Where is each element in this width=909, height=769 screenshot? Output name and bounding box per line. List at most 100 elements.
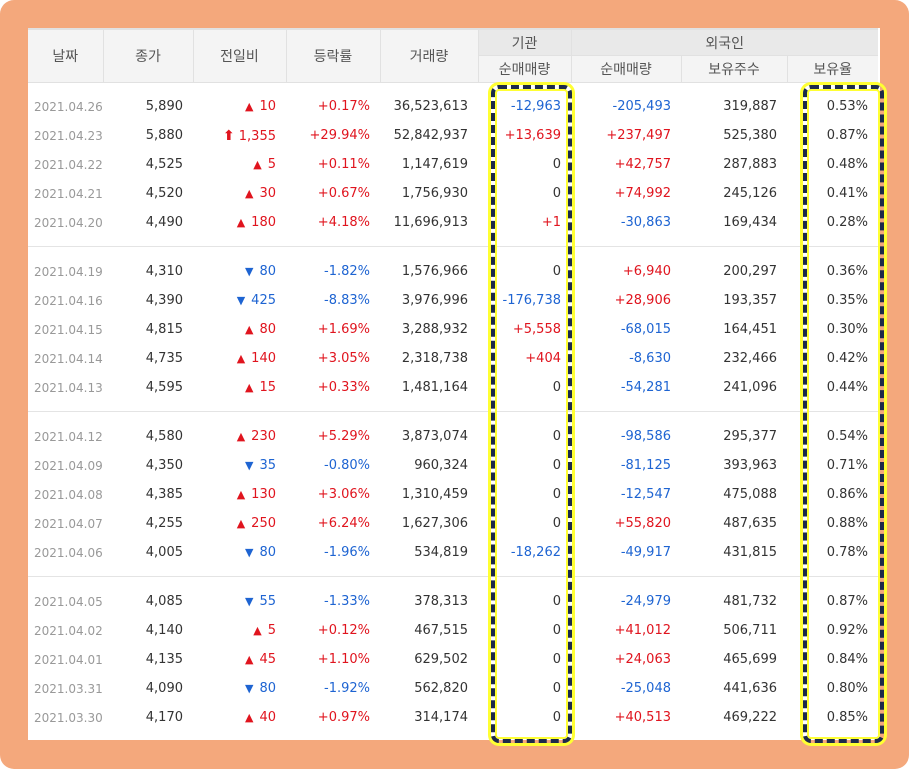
inst-net-cell: 0	[552, 429, 561, 444]
diff-cell: ▲ 130	[193, 480, 286, 509]
diff-value: 180	[251, 215, 276, 230]
frg-ratio-cell: 0.42%	[826, 351, 868, 366]
frg-ratio-cell: 0.44%	[826, 380, 868, 395]
frg-ratio-cell: 0.78%	[826, 545, 868, 560]
volume-cell: 1,627,306	[401, 516, 468, 531]
frg-hold-cell: 164,451	[723, 322, 777, 337]
header-foreign: 외국인	[571, 29, 878, 56]
close-cell: 4,385	[145, 487, 183, 502]
frg-hold-cell: 481,732	[723, 594, 777, 609]
rate-cell: +3.05%	[317, 351, 370, 366]
frg-ratio-cell: 0.48%	[826, 157, 868, 172]
volume-cell: 314,174	[414, 710, 468, 725]
diff-value: 80	[259, 264, 276, 279]
header-frg-hold: 보유주수	[681, 55, 788, 83]
frg-hold-cell: 232,466	[723, 351, 777, 366]
inst-net-cell: +13,639	[504, 128, 561, 143]
frg-ratio-cell: 0.36%	[826, 264, 868, 279]
frg-hold-cell: 469,222	[723, 710, 777, 725]
frg-hold-cell: 441,636	[723, 681, 777, 696]
header-frg-ratio: 보유율	[787, 55, 878, 83]
frg-net-cell: -54,281	[620, 380, 671, 395]
frg-hold-cell: 295,377	[723, 429, 777, 444]
frg-net-cell: +28,906	[614, 293, 671, 308]
volume-cell: 960,324	[414, 458, 468, 473]
up-triangle-icon: ▲	[244, 381, 254, 394]
volume-cell: 11,696,913	[393, 215, 468, 230]
inst-net-cell: +404	[525, 351, 561, 366]
diff-cell: ▲ 15	[193, 373, 286, 402]
date-cell: 2021.03.30	[34, 710, 103, 725]
frg-hold-cell: 475,088	[723, 487, 777, 502]
frg-net-cell: +237,497	[606, 128, 671, 143]
frg-hold-cell: 319,887	[723, 99, 777, 114]
table-row: 2021.04.13 4,595 ▲ 15 +0.33% 1,481,164 0 -54,28…	[28, 373, 878, 402]
diff-value: 30	[259, 186, 276, 201]
frg-net-cell: -8,630	[629, 351, 671, 366]
frg-hold-cell: 431,815	[723, 545, 777, 560]
frg-net-cell: +42,757	[614, 157, 671, 172]
up-triangle-icon: ▲	[236, 352, 246, 365]
frg-net-cell: +40,513	[614, 710, 671, 725]
header-institution: 기관	[478, 29, 572, 56]
diff-value: 15	[259, 380, 276, 395]
date-cell: 2021.04.07	[34, 516, 103, 531]
diff-cell: ▲ 80	[193, 315, 286, 344]
close-cell: 4,390	[145, 293, 183, 308]
rate-cell: -1.96%	[324, 545, 370, 560]
diff-value: 80	[259, 681, 276, 696]
frg-net-cell: -49,917	[620, 545, 671, 560]
volume-cell: 1,576,966	[401, 264, 468, 279]
frg-net-cell: -81,125	[620, 458, 671, 473]
frg-net-cell: +74,992	[614, 186, 671, 201]
table-row: 2021.04.01 4,135 ▲ 45 +1.10% 629,502 0 +24,063 4…	[28, 645, 878, 674]
up-triangle-icon: ▲	[253, 158, 262, 171]
table-row: 2021.04.05 4,085 ▼ 55 -1.33% 378,313 0 -24,979 4…	[28, 587, 878, 616]
frg-ratio-cell: 0.41%	[826, 186, 868, 201]
rate-cell: +0.97%	[317, 710, 370, 725]
header-inst-net: 순매매량	[478, 55, 572, 83]
diff-value: 40	[259, 710, 276, 725]
frg-net-cell: -12,547	[620, 487, 671, 502]
close-cell: 4,170	[145, 710, 183, 725]
diff-cell: ▼ 80	[193, 674, 286, 703]
date-cell: 2021.04.09	[34, 458, 103, 473]
up-triangle-icon: ▲	[244, 711, 254, 724]
diff-cell: ▲ 45	[193, 645, 286, 674]
date-cell: 2021.04.12	[34, 429, 103, 444]
inst-net-cell: 0	[552, 710, 561, 725]
diff-cell: ▼ 425	[193, 286, 286, 315]
close-cell: 4,735	[145, 351, 183, 366]
diff-cell: ▲ 180	[193, 208, 286, 237]
diff-value: 35	[259, 458, 276, 473]
up-triangle-icon: ▲	[236, 517, 246, 530]
volume-cell: 629,502	[414, 652, 468, 667]
close-cell: 4,255	[145, 516, 183, 531]
frg-net-cell: -25,048	[620, 681, 671, 696]
date-cell: 2021.04.06	[34, 545, 103, 560]
date-cell: 2021.04.05	[34, 594, 103, 609]
rate-cell: +0.33%	[317, 380, 370, 395]
inst-net-cell: 0	[552, 264, 561, 279]
date-cell: 2021.04.22	[34, 157, 103, 172]
close-cell: 4,490	[145, 215, 183, 230]
diff-cell: ▲ 5	[193, 150, 286, 179]
diff-value: 230	[251, 429, 276, 444]
diff-value: 55	[259, 594, 276, 609]
down-triangle-icon: ▼	[244, 459, 254, 472]
frg-hold-cell: 506,711	[723, 623, 777, 638]
date-cell: 2021.04.01	[34, 652, 103, 667]
frg-ratio-cell: 0.85%	[826, 710, 868, 725]
volume-cell: 3,288,932	[401, 322, 468, 337]
frg-ratio-cell: 0.71%	[826, 458, 868, 473]
inst-net-cell: 0	[552, 458, 561, 473]
table-row: 2021.03.30 4,170 ▲ 40 +0.97% 314,174 0 +40,513 4…	[28, 703, 878, 732]
daily-trading-table: 날짜 종가 전일비 등락률 거래량 기관 외국인 순매매량 순매매량 보유주수 …	[28, 28, 878, 732]
volume-cell: 534,819	[414, 545, 468, 560]
close-cell: 4,085	[145, 594, 183, 609]
date-cell: 2021.04.20	[34, 215, 103, 230]
header-rate: 등락률	[286, 29, 381, 83]
frg-net-cell: +41,012	[614, 623, 671, 638]
table-row: 2021.04.23 5,880 ⬆ 1,355 +29.94% 52,842,937 +1…	[28, 121, 878, 150]
row-spacer	[28, 248, 878, 257]
